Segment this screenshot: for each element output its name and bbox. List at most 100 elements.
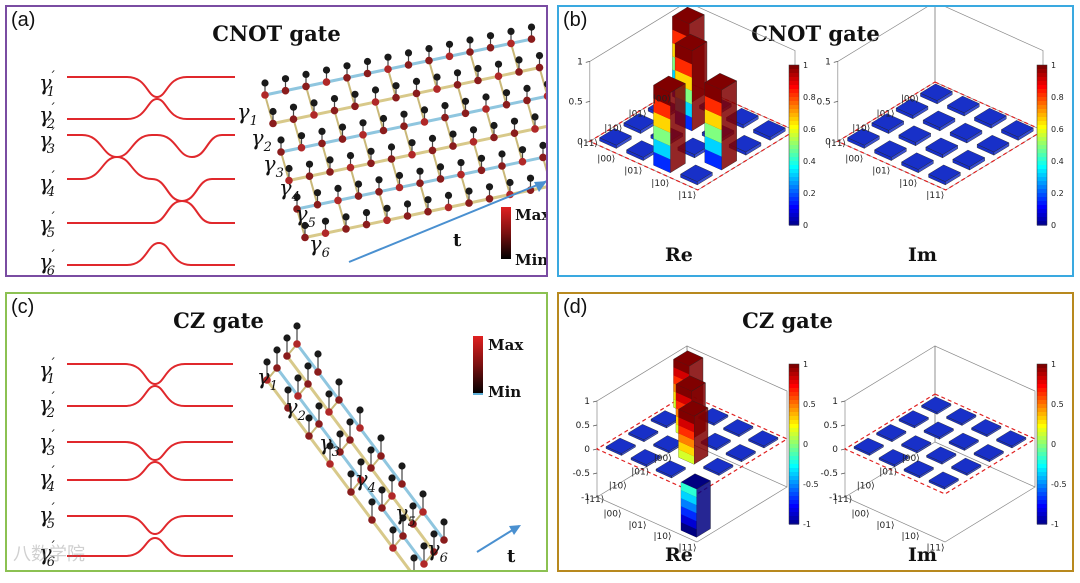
matrix-bar <box>703 457 734 476</box>
bar-shade <box>704 149 722 171</box>
matrix-bar <box>630 449 661 468</box>
intensity-bead <box>474 64 482 73</box>
panel-title: CNOT gate <box>212 21 341 46</box>
colorbar-segment <box>789 428 799 433</box>
col-tick-label: |00⟩ <box>845 154 863 164</box>
colorbar-segment <box>789 456 799 461</box>
matrix-bar <box>901 152 934 174</box>
matrix-bar <box>949 122 983 144</box>
bar-shade <box>704 135 722 157</box>
colorbar-segment <box>1037 157 1047 162</box>
colorbar-segment <box>789 468 799 473</box>
lattice-node <box>469 138 478 146</box>
matrix-bar <box>974 108 1007 129</box>
waveguide-path <box>67 199 235 224</box>
mode-label-primed: γ′ 4 <box>39 169 56 200</box>
row-tick-label: |10⟩ <box>609 481 627 491</box>
intensity-bead <box>322 66 331 74</box>
colorbar-segment <box>789 137 799 142</box>
lattice-node <box>465 199 473 207</box>
colorbar-segment <box>1037 392 1047 397</box>
colorbar-segment <box>1037 209 1047 214</box>
z-tick-label: 0.5 <box>568 97 582 107</box>
mode-label: γ1 <box>237 100 258 129</box>
time-label: t <box>453 230 462 251</box>
colorbar-segment <box>1037 181 1047 186</box>
colorbar-segment <box>1037 512 1047 517</box>
z-tick-label: 0 <box>584 445 590 455</box>
waveguide-path <box>67 155 235 203</box>
intensity-bead <box>359 119 367 127</box>
lattice-node <box>430 548 438 556</box>
lattice-node <box>477 166 486 175</box>
intensity-bead <box>321 217 330 225</box>
lattice-node <box>362 220 371 229</box>
colorbar-segment <box>789 185 799 190</box>
lattice-node <box>347 488 355 496</box>
colorbar-segment <box>789 400 799 405</box>
intensity-bead <box>440 518 448 526</box>
colorbar-segment <box>789 133 799 138</box>
lattice-node <box>474 76 482 85</box>
intensity-bead <box>387 143 396 151</box>
intensity-bead <box>378 486 386 494</box>
bar-shade <box>653 151 671 173</box>
mode-label-primed: γ′ 3 <box>39 428 56 459</box>
lattice-node <box>377 452 385 460</box>
lattice-node <box>395 183 404 192</box>
bar-shade <box>704 109 722 131</box>
colorbar-frame <box>788 363 800 525</box>
intensity-bead <box>363 57 372 66</box>
bar-shade <box>653 85 671 107</box>
intensity-bead <box>531 113 539 121</box>
colorbar-segment <box>789 129 799 134</box>
panel-label: (d) <box>563 296 588 318</box>
colorbar-tick-label: 0 <box>1051 440 1056 449</box>
lattice-node <box>325 408 333 416</box>
waveguide-circuit <box>67 76 235 266</box>
intensity-colorbar <box>501 207 511 259</box>
row-tick-label: |10⟩ <box>604 124 622 134</box>
lattice-node <box>305 172 314 180</box>
lattice-node <box>453 81 462 89</box>
bar-shade <box>673 359 690 375</box>
colorbar-segment <box>789 193 799 198</box>
lattice-node <box>293 340 301 348</box>
lattice-node <box>285 176 293 185</box>
colorbar-segment <box>1037 137 1047 142</box>
col-tick-label: |01⟩ <box>877 521 895 531</box>
intensity-bead <box>293 193 301 201</box>
colorbar-segment <box>1037 432 1047 437</box>
lattice-coupler <box>460 174 470 204</box>
colorbar-segment <box>789 476 799 481</box>
intensity-bead <box>326 442 334 450</box>
lattice-node <box>343 74 351 82</box>
colorbar-segment <box>789 480 799 485</box>
lattice-node <box>466 48 474 56</box>
colorbar-segment <box>1037 396 1047 401</box>
intensity-bead <box>389 526 397 534</box>
colorbar-segment <box>1037 149 1047 154</box>
colorbar-segment <box>1037 484 1047 489</box>
lattice-coupler <box>390 158 401 188</box>
mode-label: γ4 <box>279 176 300 205</box>
lattice-coupler <box>428 60 438 90</box>
matrix-bar <box>920 83 953 105</box>
lattice-waveguide <box>265 379 412 570</box>
lattice-node <box>486 43 495 52</box>
lattice-node <box>367 159 375 168</box>
intensity-bead <box>261 79 269 87</box>
matrix-bar <box>898 410 929 429</box>
bar-shade <box>676 384 692 400</box>
intensity-bead <box>420 106 429 114</box>
lattice-node <box>294 392 302 400</box>
matrix-bar <box>680 473 711 538</box>
lattice-node <box>539 153 546 162</box>
lattice-node <box>518 157 527 166</box>
re-bar-chart: 10.50-0.5-1|00⟩|01⟩|10⟩|11⟩|00⟩|01⟩|10⟩|… <box>572 345 819 553</box>
lattice-coupler <box>456 84 467 114</box>
lattice-node <box>441 113 449 122</box>
colorbar-segment <box>1037 133 1047 138</box>
matrix-bar <box>973 444 1004 463</box>
colorbar-segment <box>1037 93 1047 98</box>
